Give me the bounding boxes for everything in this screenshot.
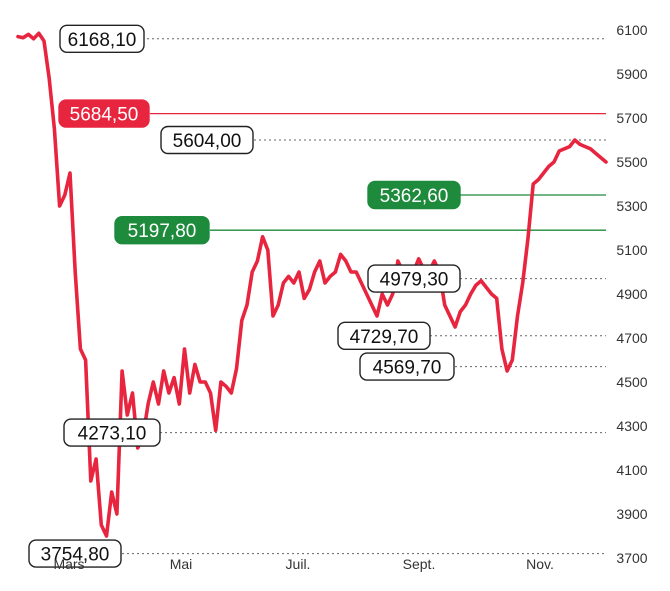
reference-label-box [367,264,461,293]
series-line [16,31,608,538]
reference-label: 5684,50 [58,99,150,128]
y-tick-label: 4700 [616,330,647,346]
reference-label-text: 5197,80 [128,221,197,242]
reference-label: 4273,10 [63,418,161,447]
y-tick-label: 4900 [616,286,647,302]
reference-label-text: 5604,00 [173,131,242,152]
reference-label-text: 5684,50 [70,105,139,126]
reference-labels: 6168,10 5684,50 5604,00 5362,60 5197,80 4979,… [28,24,461,568]
reference-label-text: 4569,70 [373,358,442,379]
reference-lines [122,38,606,555]
x-tick-label: Mai [170,556,193,572]
y-tick-label: 5100 [616,242,647,258]
x-tick-label: Juil. [286,556,311,572]
y-tick-label: 5900 [616,66,647,82]
reference-label-text: 4273,10 [78,424,147,445]
reference-label-box [359,352,455,381]
reference-label-box [63,418,161,447]
reference-label-box [160,125,254,155]
reference-label: 6168,10 [59,24,145,53]
reference-label-text: 3754,80 [41,545,110,566]
reference-label-text: 6168,10 [68,30,137,51]
reference-label-text: 4729,70 [350,327,419,348]
reference-label: 5362,60 [367,180,461,210]
reference-label-box [337,321,431,350]
x-axis: Mars Mai Juil. Sept. Nov. [53,556,553,572]
reference-label: 4569,70 [359,352,455,381]
x-tick-label: Mars [53,556,84,572]
x-tick-label: Sept. [403,556,436,572]
y-tick-label: 5700 [616,110,647,126]
reference-label-box [59,24,145,53]
reference-label-text: 4979,30 [380,270,449,291]
reference-label: 5604,00 [160,125,254,155]
series-layer [16,31,608,538]
reference-label: 4729,70 [337,321,431,350]
reference-label: 4979,30 [367,264,461,293]
reference-label: 5197,80 [114,215,210,245]
reference-label-box [58,99,150,128]
reference-label-text: 5362,60 [380,186,449,207]
y-tick-label: 4100 [616,462,647,478]
reference-label-box [114,215,210,245]
y-tick-label: 3900 [616,506,647,522]
x-tick-label: Nov. [526,556,554,572]
reference-label: 3754,80 [28,539,122,568]
y-axis: 6100 5900 5700 5500 5300 5100 4900 4700 4500 4300… [616,22,647,566]
y-tick-label: 4500 [616,374,647,390]
reference-label-box [28,539,122,568]
reference-label-box [367,180,461,210]
y-tick-label: 5500 [616,154,647,170]
y-tick-label: 4300 [616,418,647,434]
y-tick-label: 3700 [616,550,647,566]
y-tick-label: 6100 [616,22,647,38]
y-tick-label: 5300 [616,198,647,214]
